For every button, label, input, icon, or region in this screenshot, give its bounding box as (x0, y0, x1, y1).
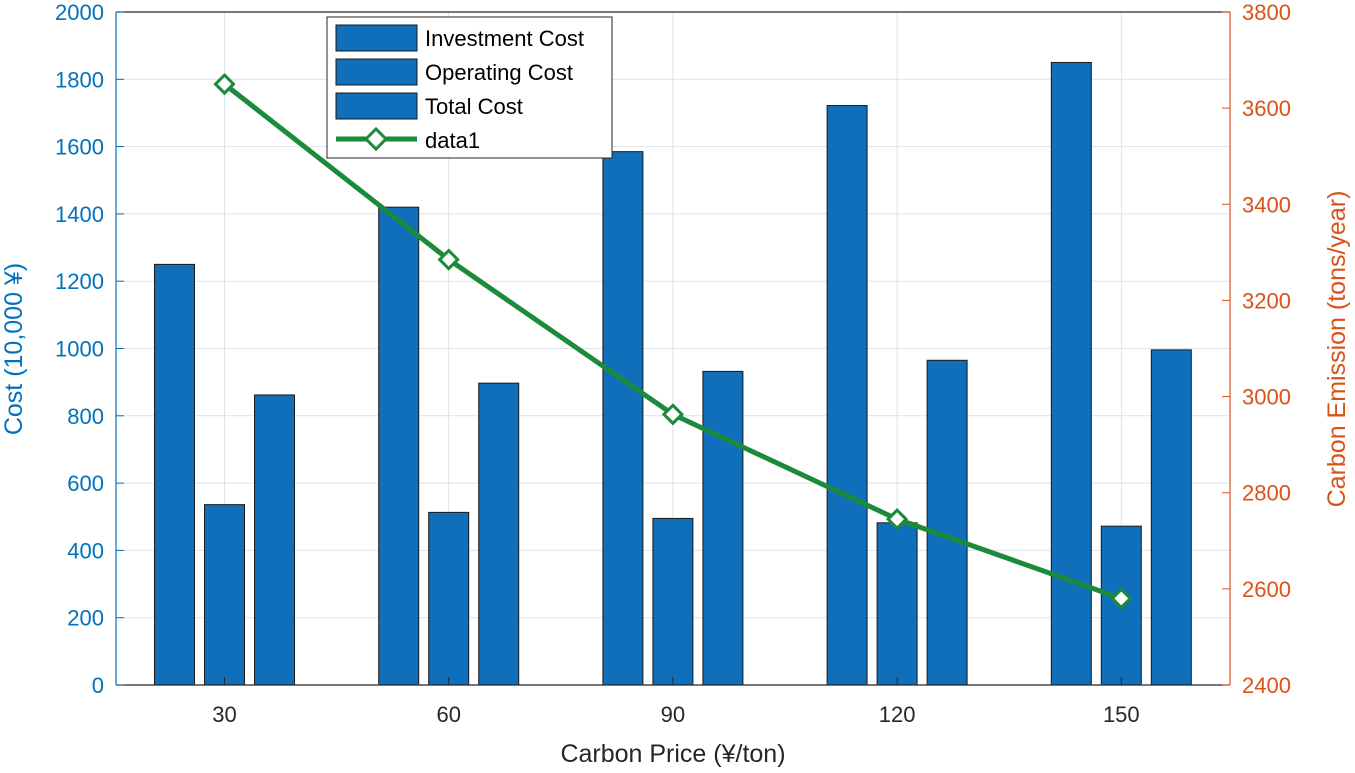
legend-label-operating-cost: Operating Cost (425, 60, 573, 85)
y-axis-title-right: Carbon Emission (tons/year) (1323, 191, 1351, 508)
legend-label-total-cost: Total Cost (425, 94, 523, 119)
bar-total-cost-30 (254, 394, 295, 686)
tick-label-right: 2800 (1242, 481, 1291, 506)
line-marker-data1-150 (1110, 587, 1133, 610)
tick-label-left: 1200 (55, 269, 104, 294)
bar-operating-cost-60 (428, 511, 470, 686)
tick-label-right: 3400 (1242, 192, 1291, 217)
ticks-layer: 0 200 400 600 800 1000 1200 1400 1600 1800 2000 240… (55, 0, 1291, 727)
legend-swatch-operating-cost (335, 58, 418, 86)
tick-label-right: 2400 (1242, 673, 1291, 698)
bar-investment-cost-60 (378, 206, 420, 686)
y-axis-title-left: Cost (10,000 ¥) (0, 263, 28, 435)
tick-label-right: 2600 (1242, 577, 1291, 602)
bar-total-cost-90 (702, 370, 744, 686)
x-axis-title: Carbon Price (¥/ton) (560, 740, 785, 768)
bar-total-cost-120 (926, 359, 968, 686)
tick-label-x: 60 (436, 702, 460, 727)
bar-total-cost-150 (1150, 349, 1192, 686)
legend: Investment Cost Operating Cost Total Cos… (326, 16, 613, 159)
tick-label-right: 3000 (1242, 385, 1291, 410)
bar-investment-cost-30 (154, 263, 195, 686)
bar-investment-cost-90 (602, 151, 644, 686)
tick-label-left: 400 (67, 538, 104, 563)
legend-swatch-total-cost (335, 92, 418, 120)
tick-label-right: 3600 (1242, 96, 1291, 121)
legend-swatch-investment-cost (335, 24, 418, 52)
tick-label-left: 1600 (55, 135, 104, 160)
tick-label-left: 600 (67, 471, 104, 496)
tick-label-x: 30 (212, 702, 236, 727)
tick-label-left: 1800 (55, 67, 104, 92)
bar-operating-cost-90 (652, 517, 694, 686)
tick-label-x: 120 (879, 702, 916, 727)
line-marker-data1-120 (885, 508, 909, 531)
line-marker-data1-90 (661, 403, 685, 426)
bar-operating-cost-30 (204, 504, 245, 686)
bar-total-cost-60 (478, 382, 520, 686)
tick-label-left: 2000 (55, 0, 104, 25)
bar-operating-cost-120 (876, 522, 918, 686)
line-layer (213, 72, 1133, 610)
bar-investment-cost-120 (826, 105, 868, 686)
bar-investment-cost-150 (1050, 61, 1092, 686)
line-marker-data1-60 (437, 248, 460, 271)
tick-label-left: 0 (92, 673, 104, 698)
legend-label-investment-cost: Investment Cost (425, 26, 584, 51)
tick-label-right: 3200 (1242, 288, 1291, 313)
tick-label-left: 1400 (55, 202, 104, 227)
line-marker-data1-30 (213, 72, 236, 96)
tick-label-left: 200 (67, 606, 104, 631)
legend-label-data1: data1 (425, 128, 480, 153)
tick-label-right: 3800 (1242, 0, 1291, 25)
bars-layer (154, 61, 1192, 686)
tick-label-x: 90 (661, 702, 685, 727)
tick-label-left: 1000 (55, 337, 104, 362)
legend-marker-data1 (363, 126, 389, 152)
tick-label-x: 150 (1103, 702, 1140, 727)
tick-label-left: 800 (67, 404, 104, 429)
